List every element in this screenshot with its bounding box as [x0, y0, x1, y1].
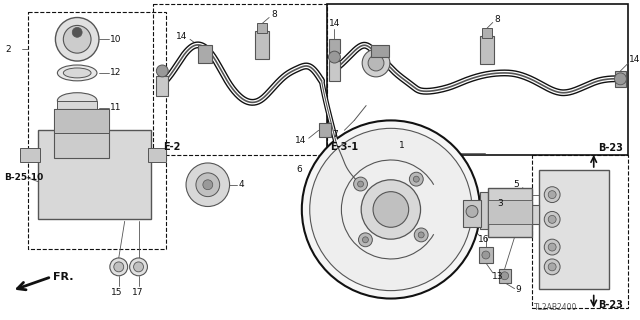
- Text: 4: 4: [239, 180, 244, 189]
- Bar: [463, 200, 481, 227]
- Bar: [328, 39, 340, 53]
- Bar: [319, 124, 330, 137]
- Circle shape: [156, 65, 168, 77]
- Circle shape: [482, 251, 490, 259]
- Circle shape: [302, 120, 480, 299]
- Text: 3: 3: [498, 199, 504, 208]
- Text: B-23: B-23: [598, 300, 623, 310]
- Circle shape: [362, 237, 369, 243]
- Bar: [198, 45, 212, 63]
- Circle shape: [130, 258, 147, 276]
- Text: 10: 10: [110, 35, 122, 44]
- Circle shape: [368, 55, 384, 71]
- Circle shape: [310, 128, 472, 291]
- Ellipse shape: [58, 109, 97, 119]
- Circle shape: [373, 192, 409, 227]
- Circle shape: [110, 258, 127, 276]
- Circle shape: [134, 262, 143, 272]
- Bar: [154, 4, 326, 155]
- Ellipse shape: [63, 68, 91, 78]
- Circle shape: [548, 263, 556, 271]
- Circle shape: [114, 262, 124, 272]
- Bar: [480, 192, 488, 229]
- Bar: [614, 71, 627, 87]
- Bar: [540, 170, 609, 289]
- Text: FR.: FR.: [53, 272, 74, 282]
- Bar: [54, 108, 109, 133]
- Circle shape: [466, 205, 478, 217]
- Circle shape: [413, 176, 419, 182]
- Bar: [156, 76, 168, 96]
- Text: 11: 11: [110, 103, 122, 112]
- Circle shape: [63, 25, 91, 53]
- Circle shape: [361, 180, 420, 239]
- Text: 14: 14: [295, 136, 307, 145]
- Bar: [490, 204, 540, 224]
- Text: 16: 16: [478, 235, 490, 244]
- Text: 8: 8: [495, 15, 500, 24]
- Bar: [54, 108, 109, 158]
- Text: 12: 12: [110, 68, 121, 77]
- Text: 15: 15: [111, 288, 122, 297]
- Text: 9: 9: [516, 285, 522, 294]
- Text: B-25-10: B-25-10: [4, 173, 44, 182]
- Circle shape: [544, 239, 560, 255]
- Text: 5: 5: [513, 180, 519, 189]
- Text: 2: 2: [5, 45, 11, 54]
- Bar: [479, 247, 493, 263]
- Text: E-3-1: E-3-1: [330, 142, 358, 152]
- Bar: [482, 28, 492, 38]
- Bar: [257, 23, 267, 33]
- Text: 8: 8: [271, 10, 277, 19]
- Text: 1: 1: [399, 141, 404, 150]
- Circle shape: [354, 177, 367, 191]
- Circle shape: [548, 243, 556, 251]
- Text: TL2AB2400: TL2AB2400: [534, 303, 578, 312]
- Bar: [499, 269, 511, 283]
- Circle shape: [56, 18, 99, 61]
- Bar: [488, 188, 532, 237]
- Text: 6: 6: [297, 165, 303, 174]
- Bar: [148, 148, 166, 162]
- Text: 14: 14: [629, 55, 640, 64]
- Circle shape: [544, 212, 560, 227]
- Circle shape: [414, 228, 428, 242]
- Bar: [28, 12, 166, 249]
- Circle shape: [203, 180, 212, 190]
- Circle shape: [196, 173, 220, 196]
- Bar: [328, 61, 340, 81]
- Bar: [255, 31, 269, 59]
- Text: 14: 14: [328, 19, 340, 28]
- Circle shape: [358, 181, 364, 187]
- Text: B-23: B-23: [598, 143, 623, 153]
- Text: E-2: E-2: [163, 142, 180, 152]
- Text: 14: 14: [176, 32, 188, 41]
- Circle shape: [186, 163, 230, 206]
- Bar: [58, 100, 97, 115]
- Circle shape: [544, 187, 560, 203]
- Circle shape: [362, 49, 390, 77]
- Bar: [480, 36, 494, 64]
- Bar: [20, 148, 40, 162]
- Bar: [488, 200, 532, 224]
- Text: 7: 7: [333, 130, 338, 139]
- Circle shape: [548, 191, 556, 199]
- Circle shape: [614, 73, 627, 85]
- Text: 13: 13: [492, 272, 503, 281]
- Circle shape: [544, 259, 560, 275]
- Circle shape: [328, 51, 340, 63]
- Circle shape: [548, 215, 556, 223]
- Circle shape: [358, 233, 372, 247]
- Circle shape: [418, 232, 424, 238]
- Circle shape: [500, 272, 509, 280]
- Ellipse shape: [58, 65, 97, 81]
- Ellipse shape: [58, 93, 97, 108]
- Bar: [38, 130, 152, 220]
- Bar: [532, 155, 628, 308]
- Bar: [326, 4, 628, 155]
- Text: 17: 17: [132, 288, 143, 297]
- Circle shape: [72, 28, 82, 37]
- Circle shape: [410, 172, 423, 186]
- Bar: [371, 45, 389, 57]
